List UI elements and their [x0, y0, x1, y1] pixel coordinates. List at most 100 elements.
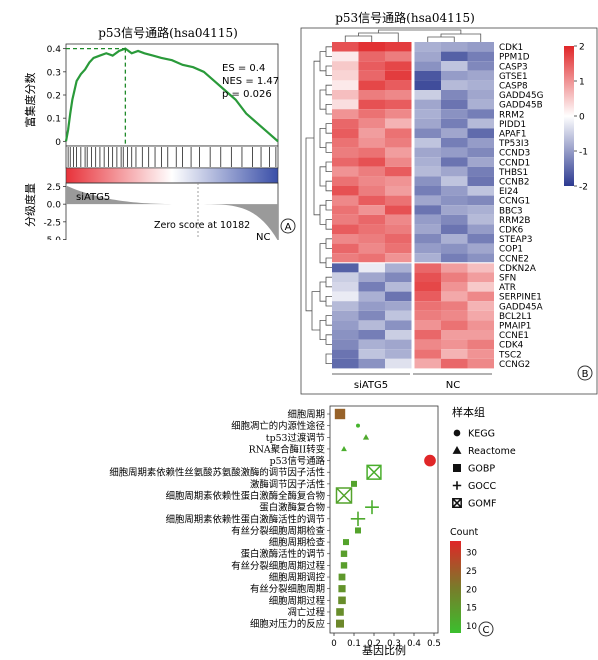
- dendrogram-branch: [325, 161, 332, 172]
- heatmap-row-label: BBC3: [499, 206, 523, 216]
- category-label: 蛋白激酶复合物: [259, 502, 325, 514]
- heatmap-cell: [358, 51, 385, 62]
- dendrogram-branch: [325, 123, 332, 134]
- x-tick-label: 0.1: [347, 639, 361, 649]
- heatmap-row-label: SFN: [499, 274, 516, 284]
- heatmap-cells: [332, 42, 494, 369]
- heatmap-cell: [332, 70, 359, 81]
- heatmap-cell: [332, 301, 359, 311]
- heatmap-row-label: PPM1D: [499, 53, 530, 63]
- colorbar-tick-label: 2: [579, 43, 585, 53]
- heatmap-cell: [385, 138, 412, 148]
- heatmap-cell: [385, 80, 412, 90]
- x-tick-label: 0.2: [367, 639, 381, 649]
- dendrogram-branch: [325, 257, 332, 268]
- category-label: 凋亡过程: [287, 606, 325, 618]
- heatmap-cell: [467, 310, 494, 321]
- heatmap-cell: [332, 253, 359, 263]
- count-tick-label: 10: [466, 622, 477, 632]
- shape-legend-title: 样本组: [452, 405, 485, 419]
- dot-mark-gocc: [365, 500, 379, 515]
- heatmap-cell: [358, 205, 385, 215]
- heatmap-row-label: RRM2B: [499, 216, 530, 226]
- heatmap-cell: [414, 224, 441, 234]
- heatmap-cell: [358, 147, 385, 158]
- heatmap-cell: [385, 262, 412, 273]
- heatmap-cell: [467, 301, 494, 311]
- nes-label: NES = 1.47: [222, 76, 279, 87]
- heatmap-row-label: BCL2L1: [499, 312, 532, 322]
- heatmap-cell: [467, 195, 494, 206]
- heatmap-cell: [441, 301, 468, 311]
- dendrogram-branch: [319, 281, 326, 302]
- heatmap-cell: [332, 109, 359, 119]
- heatmap-cell: [332, 80, 359, 90]
- heatmap-cell: [385, 214, 412, 225]
- heatmap-cell: [414, 186, 441, 196]
- heatmap-cell: [385, 176, 412, 186]
- heatmap-row-label: APAF1: [499, 130, 526, 140]
- dotplot-frame: [329, 405, 439, 634]
- heatmap-row-label: CDK1: [499, 43, 523, 53]
- heatmap-cell: [414, 253, 441, 263]
- heatmap-cell: [467, 358, 494, 369]
- heatmap-cell: [414, 128, 441, 138]
- heatmap-cell: [332, 310, 359, 321]
- heatmap-cell: [414, 80, 441, 90]
- heatmap-cell: [358, 262, 385, 273]
- heatmap-row-label: CASP3: [499, 62, 528, 72]
- gsea-panel: p53信号通路(hsa04115) 富集度分数 分级度量 0.4 0.3 0.2 0.…: [23, 25, 296, 240]
- heatmap-cell: [414, 272, 441, 282]
- heatmap-cell: [385, 205, 412, 215]
- heatmap-cell: [441, 243, 468, 254]
- colorbar-tick-label: -2: [579, 183, 588, 193]
- heatmap-cell: [358, 186, 385, 196]
- count-tick-label: 25: [466, 567, 477, 577]
- heatmap-row-label: THBS1: [498, 168, 528, 178]
- dendrogram-branch: [325, 65, 332, 76]
- gsea-ylabel-bottom: 分级度量: [23, 183, 37, 227]
- heatmap-cell: [358, 128, 385, 138]
- heatmap-row-label: CCNG2: [499, 360, 530, 370]
- rank-color-strip: [65, 167, 279, 184]
- heatmap-cell: [467, 109, 494, 119]
- heatmap-cell: [385, 157, 412, 167]
- heatmap-cell: [332, 243, 359, 254]
- shape-legend-label: GOCC: [468, 481, 496, 492]
- heatmap-cell: [358, 157, 385, 167]
- heatmap-row-label: RRM2: [499, 110, 524, 120]
- heatmap-cell: [358, 109, 385, 119]
- heatmap-cell: [358, 90, 385, 100]
- heatmap-cell: [441, 166, 468, 177]
- heatmap-cell: [332, 330, 359, 340]
- heatmap-cell: [467, 282, 494, 292]
- heatmap-cell: [358, 138, 385, 148]
- heatmap-cell: [414, 358, 441, 369]
- heatmap-cell: [467, 339, 494, 350]
- heatmap-cell: [385, 61, 412, 71]
- row-dendrogram: [305, 46, 332, 364]
- dendrogram-branch: [319, 204, 326, 225]
- heatmap-cell: [441, 90, 468, 100]
- heatmap-cell: [441, 291, 468, 302]
- dendrogram-branch: [325, 84, 332, 96]
- heatmap-cell: [441, 320, 468, 330]
- dendrogram-branch: [319, 89, 326, 110]
- heatmap-cell: [467, 224, 494, 234]
- category-label: 细胞周期素依赖性蛋白激酶全酶复合物: [166, 490, 325, 502]
- heatmap-cell: [441, 70, 468, 81]
- heatmap-cell: [358, 282, 385, 292]
- heatmap-cell: [385, 310, 412, 321]
- heatmap-cell: [332, 118, 359, 129]
- heatmap-row-label: GTSE1: [499, 72, 528, 82]
- dot-mark-gobp: [351, 480, 357, 487]
- heatmap-cell: [414, 291, 441, 302]
- heatmap-cell: [414, 157, 441, 167]
- panel-c-marker: [478, 621, 494, 637]
- heatmap-cell: [467, 186, 494, 196]
- heatmap-cell: [358, 358, 385, 369]
- heatmap-cell: [467, 61, 494, 71]
- dendrogram-branch: [319, 243, 326, 264]
- heatmap-cell: [467, 70, 494, 81]
- heatmap-cell: [441, 109, 468, 119]
